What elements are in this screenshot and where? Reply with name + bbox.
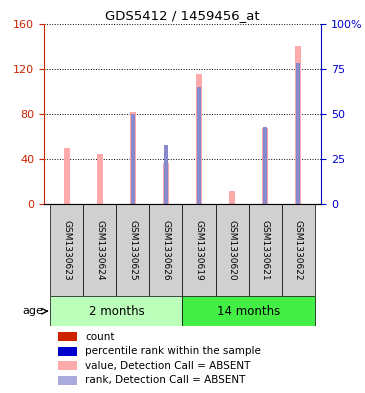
Bar — [296, 63, 300, 204]
Text: GSM1330620: GSM1330620 — [227, 220, 237, 281]
Bar — [215, 204, 249, 296]
Title: GDS5412 / 1459456_at: GDS5412 / 1459456_at — [105, 9, 260, 22]
Bar — [163, 163, 169, 204]
Bar — [182, 296, 315, 326]
Text: GSM1330619: GSM1330619 — [195, 220, 204, 281]
Bar — [84, 204, 116, 296]
Bar — [229, 191, 235, 204]
Text: rank, Detection Call = ABSENT: rank, Detection Call = ABSENT — [85, 375, 246, 386]
Bar — [182, 204, 215, 296]
Text: count: count — [85, 332, 115, 342]
Bar — [58, 332, 77, 341]
Bar — [58, 362, 77, 370]
Bar — [130, 112, 136, 204]
Text: GSM1330624: GSM1330624 — [95, 220, 104, 281]
Text: GSM1330623: GSM1330623 — [62, 220, 72, 281]
Text: GSM1330626: GSM1330626 — [161, 220, 170, 281]
Bar — [197, 87, 201, 204]
Bar — [97, 154, 103, 204]
Bar — [196, 74, 202, 204]
Bar — [164, 145, 168, 204]
Bar — [116, 204, 150, 296]
Bar — [58, 347, 77, 356]
Bar — [281, 204, 315, 296]
Bar — [262, 127, 268, 204]
Bar — [58, 376, 77, 384]
Bar — [64, 148, 70, 204]
Bar — [264, 127, 267, 204]
Text: GSM1330622: GSM1330622 — [293, 220, 303, 281]
Bar — [50, 296, 182, 326]
Bar — [295, 46, 301, 204]
Text: age: age — [22, 306, 43, 316]
Text: GSM1330621: GSM1330621 — [261, 220, 270, 281]
Text: 14 months: 14 months — [217, 305, 280, 318]
Text: 2 months: 2 months — [89, 305, 144, 318]
Bar — [150, 204, 182, 296]
Text: percentile rank within the sample: percentile rank within the sample — [85, 346, 261, 356]
Text: GSM1330625: GSM1330625 — [128, 220, 138, 281]
Bar — [131, 114, 135, 204]
Bar — [50, 204, 84, 296]
Bar — [249, 204, 281, 296]
Text: value, Detection Call = ABSENT: value, Detection Call = ABSENT — [85, 361, 251, 371]
